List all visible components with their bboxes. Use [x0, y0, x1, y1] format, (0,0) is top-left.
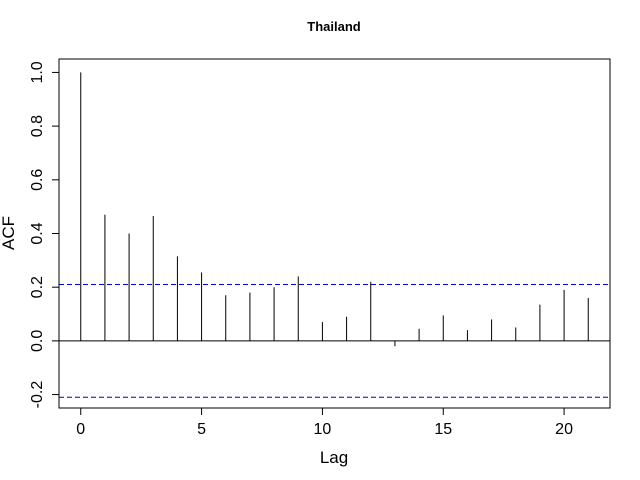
x-tick-label: 5	[197, 421, 206, 438]
plot-frame	[58, 58, 611, 409]
y-tick-label: 0.6	[29, 169, 46, 191]
y-tick-label: -0.2	[29, 381, 46, 409]
x-axis: 0 5 10 15 20	[76, 407, 573, 438]
plot-area	[59, 72, 610, 398]
x-tick-label: 15	[434, 421, 452, 438]
y-tick-label: 0.8	[29, 115, 46, 137]
x-tick-label: 20	[555, 421, 573, 438]
y-axis-title: ACF	[0, 216, 18, 250]
x-tick-label: 10	[314, 421, 332, 438]
y-tick-label: 0.2	[29, 276, 46, 298]
y-tick-label: 0.4	[29, 222, 46, 244]
x-axis-title: Lag	[320, 448, 348, 467]
x-tick-label: 0	[76, 421, 85, 438]
chart-title: Thailand	[307, 19, 361, 34]
y-axis: -0.2 0.0 0.2 0.4 0.6 0.8 1.0	[29, 61, 60, 409]
y-tick-label: 0.0	[29, 330, 46, 352]
y-tick-label: 1.0	[29, 61, 46, 83]
